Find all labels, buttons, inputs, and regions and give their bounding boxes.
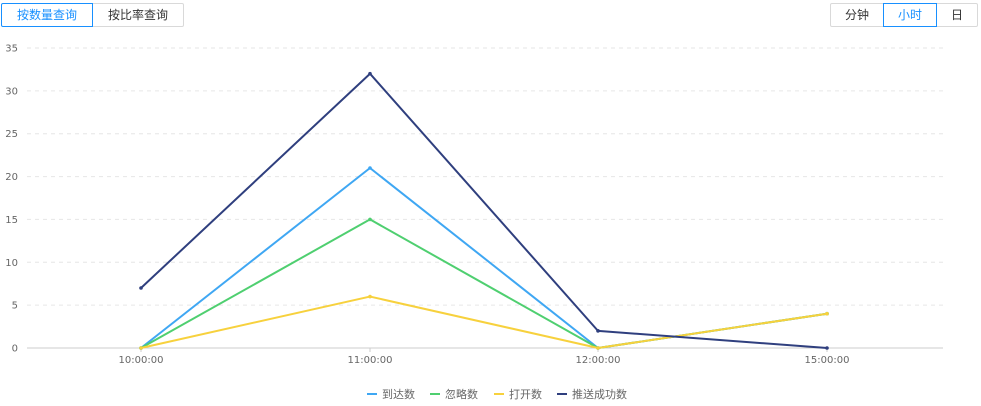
x-tick-label: 15:00:00: [805, 355, 850, 366]
series-line-3: [140, 72, 828, 349]
y-tick-label: 20: [5, 172, 18, 183]
y-tick-label: 10: [5, 258, 18, 269]
data-point[interactable]: [139, 346, 143, 350]
legend-item-label[interactable]: 到达数: [382, 388, 415, 401]
query-by-count-button[interactable]: 按数量查询: [1, 3, 93, 27]
time-unit-toggle: 分钟 小时 日: [830, 3, 978, 27]
y-tick-label: 30: [5, 86, 18, 97]
y-tick-label: 15: [5, 215, 18, 226]
data-point[interactable]: [368, 294, 372, 299]
data-point[interactable]: [368, 166, 372, 170]
data-point[interactable]: [368, 71, 372, 76]
y-tick-label: 25: [5, 129, 18, 140]
data-point[interactable]: [596, 329, 600, 333]
series-line-2: [140, 295, 828, 349]
chart-series: [139, 71, 829, 350]
data-point[interactable]: [139, 286, 143, 290]
data-point[interactable]: [596, 346, 600, 350]
x-tick-label: 10:00:00: [119, 355, 164, 366]
data-point[interactable]: [825, 346, 829, 350]
query-mode-toggle: 按数量查询 按比率查询: [1, 3, 184, 27]
x-tick-label: 11:00:00: [348, 355, 393, 366]
unit-minute-button[interactable]: 分钟: [830, 3, 884, 27]
chart-legend: 到达数 忽略数 打开数 推送成功数: [367, 387, 627, 401]
y-tick-label: 5: [12, 301, 18, 312]
chart-axes: 0 5 10 15 20 25 30 35 10:00:00 11:00:00 12:00:00 15…: [5, 44, 943, 366]
chart-grid: [27, 47, 943, 306]
y-tick-label: 0: [12, 344, 18, 355]
legend-item-label[interactable]: 推送成功数: [572, 387, 627, 401]
unit-hour-button[interactable]: 小时: [883, 3, 937, 27]
y-tick-label: 35: [5, 44, 18, 55]
series-line-0: [140, 167, 828, 349]
x-tick-label: 12:00:00: [576, 355, 621, 366]
legend-item-label[interactable]: 忽略数: [445, 387, 478, 401]
unit-day-button[interactable]: 日: [936, 3, 978, 27]
data-point[interactable]: [825, 311, 829, 316]
data-point[interactable]: [368, 217, 372, 222]
legend-item-label[interactable]: 打开数: [509, 387, 542, 401]
